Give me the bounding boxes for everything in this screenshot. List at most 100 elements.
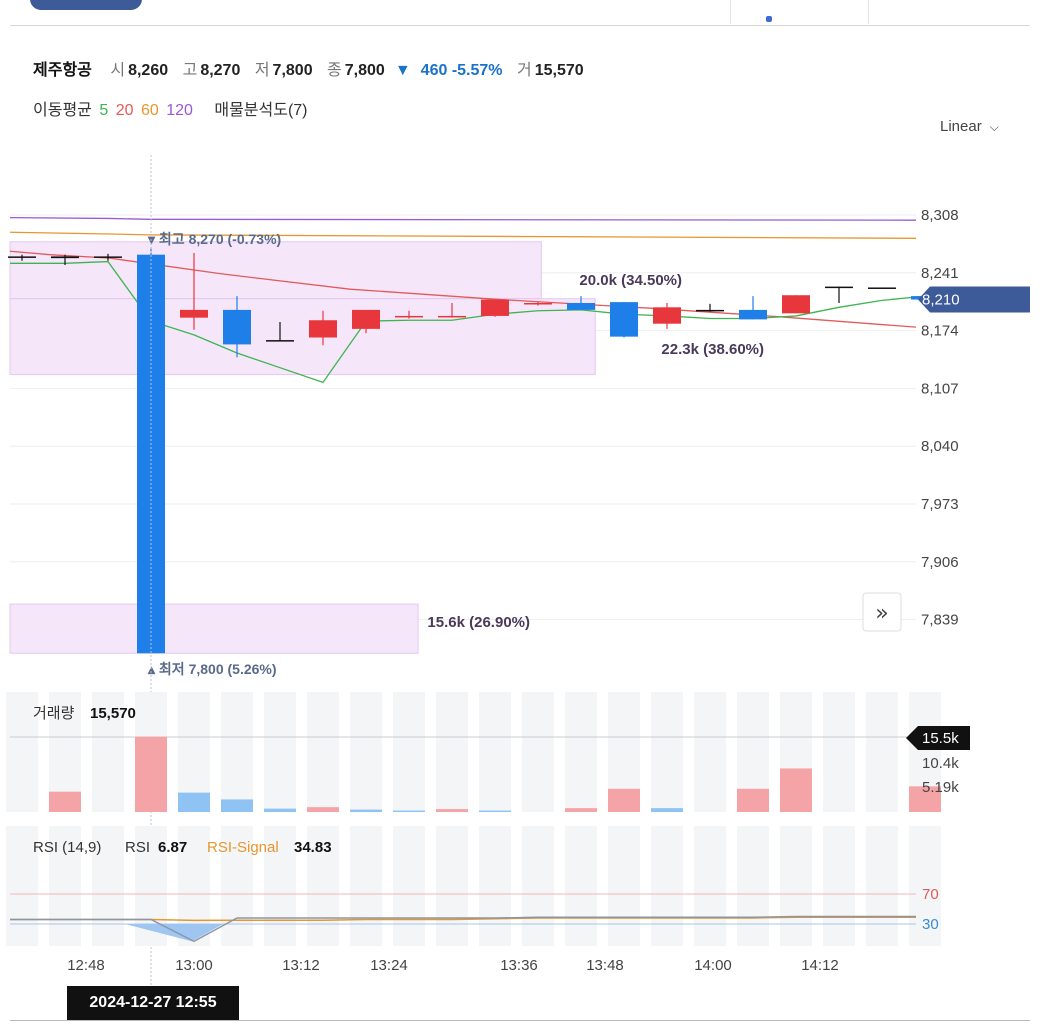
time-tick-label: 12:48 — [67, 957, 105, 974]
top-bar — [0, 0, 1045, 26]
moving-average-legend: 이동평균 5 20 60 120 매물분석도(7) — [33, 96, 311, 120]
candle-body — [8, 256, 36, 258]
top-tab-button[interactable] — [30, 0, 142, 10]
candle-body — [653, 307, 681, 324]
candle-body — [94, 256, 122, 258]
rsi-tick-label: 30 — [922, 916, 939, 933]
volume-bar — [49, 791, 81, 812]
volume-bar — [608, 788, 640, 812]
volume-band — [866, 692, 898, 812]
rsi-band — [479, 826, 511, 946]
scale-dropdown[interactable]: Linear ⌵ — [940, 118, 999, 135]
top-icon[interactable] — [766, 16, 772, 22]
rsi-band — [92, 826, 124, 946]
open-value: 8,260 — [128, 62, 169, 79]
candle-body — [309, 320, 337, 338]
quote-summary: 제주항공 시 8,260 고 8,270 저 7,800 종 7,800 ▼ 460 -5.… — [33, 56, 594, 80]
double-chevron-right-icon: » — [875, 601, 888, 626]
stock-name: 제주항공 — [33, 62, 92, 79]
volume-badge — [906, 726, 970, 750]
ma20-line — [9, 250, 917, 328]
rsi-band — [909, 826, 941, 946]
volume-band — [479, 692, 511, 812]
volume-profile-label: 15.6k (26.90%) — [427, 614, 530, 631]
rsi-band — [393, 826, 425, 946]
volume-bar — [264, 808, 296, 812]
volume-band — [823, 692, 855, 812]
change-arrow-icon: ▼ — [394, 62, 411, 79]
rsi-band — [221, 826, 253, 946]
volume-bar — [178, 792, 210, 812]
volume-bar — [307, 807, 339, 812]
price-tick-label: 8,241 — [921, 265, 959, 282]
volume-band — [264, 692, 296, 812]
price-tick-label: 8,308 — [921, 207, 959, 224]
price-tick-label: 8,040 — [921, 438, 959, 455]
volume-bar — [737, 788, 769, 812]
volume-pane-value: 15,570 — [90, 705, 136, 722]
volume-bar — [393, 810, 425, 812]
volume-bar — [135, 736, 167, 812]
high-marker: ▾ 최고 8,270 (-0.73%) — [147, 231, 281, 247]
ma120-line — [9, 216, 917, 221]
ma20-toggle[interactable]: 20 — [115, 102, 134, 119]
rsi-band — [866, 826, 898, 946]
volume-label: 거 — [516, 62, 532, 79]
volume-tick-label: 10.4k — [922, 755, 959, 772]
rsi-band — [436, 826, 468, 946]
volume-bar — [221, 799, 253, 812]
volume-band — [178, 692, 210, 812]
rsi-signal-line — [10, 916, 916, 922]
volume-bar — [909, 786, 941, 812]
candle-body — [610, 302, 638, 337]
ma60-toggle[interactable]: 60 — [140, 102, 159, 119]
rsi-band — [737, 826, 769, 946]
candle-body — [180, 309, 208, 318]
top-divider — [868, 0, 869, 24]
candle-body — [137, 254, 165, 654]
time-tick-label: 13:12 — [282, 957, 320, 974]
time-tick-label: 13:36 — [500, 957, 538, 974]
low-value: 7,800 — [272, 62, 313, 79]
volume-bar — [780, 768, 812, 812]
rsi-signal-label: RSI-Signal — [207, 839, 279, 856]
expand-button-frame — [862, 592, 902, 632]
top-divider — [730, 0, 731, 24]
volume-profile-toggle[interactable]: 매물분석도(7) — [214, 102, 308, 119]
volume-band — [221, 692, 253, 812]
rsi-band — [264, 826, 296, 946]
volume-tick-label: 5.19k — [922, 779, 959, 796]
low-marker: ▴ 최저 7,800 (5.26%) — [147, 661, 277, 677]
price-tick-label: 7,906 — [921, 554, 959, 571]
ma60-line — [9, 231, 917, 239]
candle-body — [567, 302, 595, 310]
rsi-band — [6, 826, 38, 946]
high-value: 8,270 — [200, 62, 241, 79]
chevron-down-icon: ⌵ — [989, 120, 999, 134]
time-tick-label: 14:12 — [801, 957, 839, 974]
rsi-signal-value: 34.83 — [294, 839, 332, 856]
rsi-band — [780, 826, 812, 946]
volume-band — [436, 692, 468, 812]
rsi-band — [49, 826, 81, 946]
ma5-toggle[interactable]: 5 — [99, 102, 109, 119]
low-label: 저 — [254, 62, 270, 79]
candle-body — [868, 287, 896, 289]
ma120-toggle[interactable]: 120 — [166, 102, 193, 119]
candle-body — [51, 256, 79, 259]
candle-body — [825, 286, 853, 289]
volume-band — [651, 692, 683, 812]
high-label: 고 — [182, 62, 198, 79]
candle-body — [481, 299, 509, 316]
candle-body — [223, 309, 251, 345]
close-value: 7,800 — [344, 62, 385, 79]
time-tick-label: 13:00 — [175, 957, 213, 974]
volume-pane-title: 거래량 — [33, 705, 75, 722]
time-tick-label: 13:48 — [586, 957, 624, 974]
candle-body — [696, 309, 724, 312]
top-rule — [10, 25, 1030, 26]
candle-body — [524, 302, 552, 305]
volume-band — [565, 692, 597, 812]
candle-body — [352, 309, 380, 329]
